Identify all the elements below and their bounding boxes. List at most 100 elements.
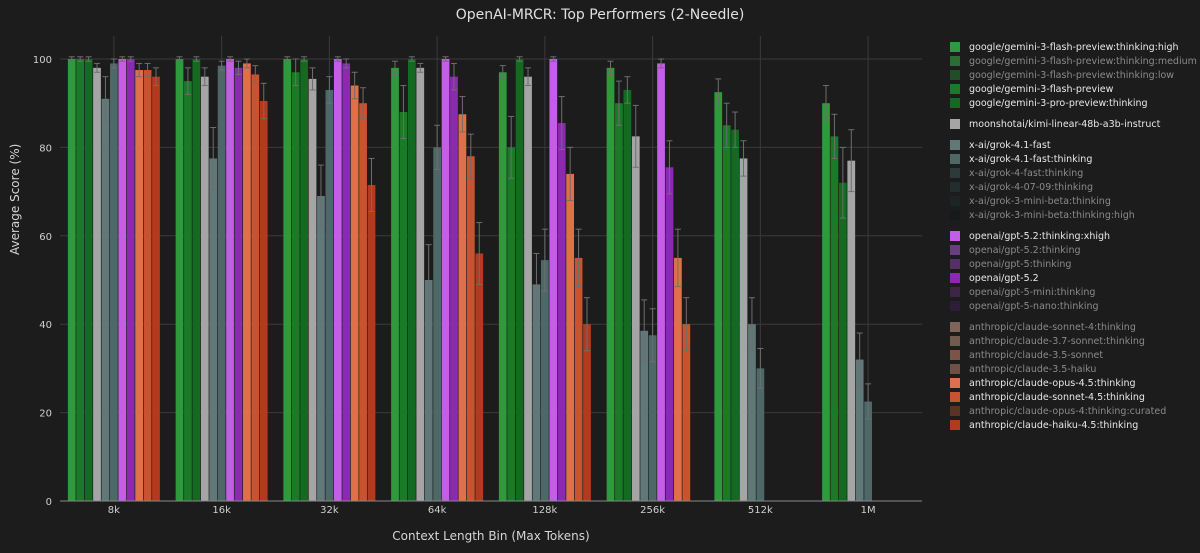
legend-item[interactable]: x-ai/grok-4.1-fast:thinking <box>950 152 1195 166</box>
bar <box>367 184 376 501</box>
legend-item[interactable]: openai/gpt-5-mini:thinking <box>950 285 1195 299</box>
legend-label: openai/gpt-5-nano:thinking <box>969 300 1099 312</box>
bar <box>475 253 484 501</box>
bar <box>756 368 765 501</box>
y-tick-label: 40 <box>39 320 52 331</box>
legend-swatch <box>950 119 960 129</box>
legend-item[interactable]: x-ai/grok-4.1-fast <box>950 138 1195 152</box>
bar <box>566 173 575 502</box>
bar <box>549 59 558 501</box>
legend-swatch <box>950 301 960 311</box>
legend-label: moonshotai/kimi-linear-48b-a3b-instruct <box>969 118 1161 130</box>
bar <box>184 81 192 501</box>
legend-swatch <box>950 273 960 283</box>
bar <box>416 67 425 501</box>
bar <box>822 103 830 501</box>
legend-item[interactable]: google/gemini-3-flash-preview:thinking:l… <box>950 68 1195 82</box>
bar <box>243 63 251 502</box>
legend-item[interactable]: google/gemini-3-flash-preview:thinking:h… <box>950 40 1195 54</box>
legend-item[interactable]: google/gemini-3-flash-preview <box>950 82 1195 96</box>
legend-item[interactable]: moonshotai/kimi-linear-48b-a3b-instruct <box>950 117 1195 131</box>
legend-label: anthropic/claude-3.5-haiku <box>969 363 1097 375</box>
bar <box>175 59 184 501</box>
legend-item[interactable]: anthropic/claude-sonnet-4:thinking <box>950 320 1195 334</box>
legend-item[interactable]: anthropic/claude-opus-4.5:thinking <box>950 376 1195 390</box>
legend-item[interactable]: anthropic/claude-haiku-4.5:thinking <box>950 418 1195 432</box>
bar <box>118 59 127 501</box>
chart-title: OpenAI-MRCR: Top Performers (2-Needle) <box>455 7 745 23</box>
bar <box>631 136 640 501</box>
x-tick-label: 64k <box>428 505 447 516</box>
legend-group: moonshotai/kimi-linear-48b-a3b-instruct <box>950 117 1195 131</box>
legend-item[interactable]: google/gemini-3-flash-preview:thinking:m… <box>950 54 1197 68</box>
bar <box>217 65 226 501</box>
bar <box>359 103 367 501</box>
bar <box>606 67 615 501</box>
legend-label: openai/gpt-5:thinking <box>969 258 1072 270</box>
bar <box>640 330 649 501</box>
bar <box>722 125 731 502</box>
bar <box>325 89 334 501</box>
legend-item[interactable]: google/gemini-3-pro-preview:thinking <box>950 96 1195 110</box>
bar <box>583 324 591 501</box>
bar <box>234 67 243 501</box>
legend-swatch <box>950 259 960 269</box>
legend-swatch <box>950 98 960 108</box>
legend-item[interactable]: openai/gpt-5.2:thinking <box>950 243 1195 257</box>
legend-swatch <box>950 287 960 297</box>
x-axis-title: Context Length Bin (Max Tokens) <box>392 529 590 543</box>
bar <box>126 59 135 501</box>
bar <box>101 98 110 501</box>
legend-label: x-ai/grok-4.1-fast <box>969 139 1051 151</box>
bar <box>540 260 549 501</box>
bar <box>317 196 325 501</box>
legend-item[interactable]: openai/gpt-5.2:thinking:xhigh <box>950 229 1195 243</box>
bar <box>458 114 467 501</box>
legend-group: anthropic/claude-sonnet-4:thinking anthro… <box>950 320 1195 432</box>
y-tick-label: 20 <box>39 409 52 420</box>
legend-item[interactable]: openai/gpt-5:thinking <box>950 257 1195 271</box>
bar <box>283 59 292 501</box>
legend-label: x-ai/grok-4.1-fast:thinking <box>969 153 1093 165</box>
bar <box>466 156 475 502</box>
x-tick-label: 128k <box>532 505 557 516</box>
legend-item[interactable]: anthropic/claude-sonnet-4.5:thinking <box>950 390 1195 404</box>
legend-item[interactable]: x-ai/grok-3-mini-beta:thinking:high <box>950 208 1195 222</box>
bar <box>855 359 864 501</box>
legend-group: google/gemini-3-flash-preview:thinking:h… <box>950 40 1197 110</box>
legend-item[interactable]: x-ai/grok-4-07-09:thinking <box>950 180 1195 194</box>
legend-swatch <box>950 364 960 374</box>
bar <box>847 160 856 501</box>
legend-item[interactable]: openai/gpt-5.2 <box>950 271 1195 285</box>
legend-swatch <box>950 196 960 206</box>
legend-label: anthropic/claude-haiku-4.5:thinking <box>969 419 1139 431</box>
x-tick-label: 8k <box>108 505 120 516</box>
legend-item[interactable]: anthropic/claude-3.5-sonnet <box>950 348 1195 362</box>
bar <box>407 59 416 501</box>
bar <box>308 78 317 501</box>
legend-item[interactable]: anthropic/claude-3.7-sonnet:thinking <box>950 334 1195 348</box>
legend-item[interactable]: anthropic/claude-3.5-haiku <box>950 362 1195 376</box>
y-tick-label: 0 <box>46 497 52 508</box>
legend-label: anthropic/claude-opus-4:thinking:curated <box>969 405 1167 417</box>
legend-swatch <box>950 322 960 332</box>
legend-item[interactable]: x-ai/grok-4-fast:thinking <box>950 166 1195 180</box>
legend-swatch <box>950 420 960 430</box>
bar <box>251 74 260 501</box>
legend-item[interactable]: x-ai/grok-3-mini-beta:thinking <box>950 194 1195 208</box>
y-tick-label: 80 <box>39 143 52 154</box>
legend-swatch <box>950 245 960 255</box>
legend-swatch <box>950 154 960 164</box>
legend-swatch <box>950 84 960 94</box>
bar <box>532 284 541 501</box>
bar <box>682 324 691 501</box>
bar <box>674 257 682 501</box>
legend-label: google/gemini-3-flash-preview:thinking:m… <box>969 55 1197 67</box>
legend-item[interactable]: anthropic/claude-opus-4:thinking:curated <box>950 404 1195 418</box>
bar <box>143 70 152 502</box>
legend-swatch <box>950 231 960 241</box>
x-tick-label: 1M <box>861 505 876 516</box>
legend-item[interactable]: openai/gpt-5-nano:thinking <box>950 299 1195 313</box>
